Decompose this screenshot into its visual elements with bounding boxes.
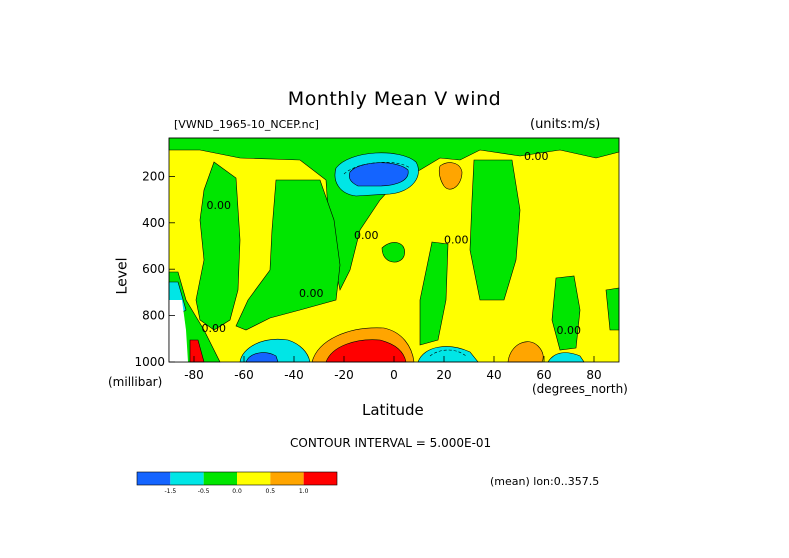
dashed-contour-1 xyxy=(343,162,411,175)
green-small-blob xyxy=(381,242,405,263)
contour-label: 0.00 xyxy=(354,229,379,242)
green-mid-left xyxy=(235,179,341,331)
green-right-column xyxy=(469,159,521,301)
contour-label: 0.00 xyxy=(202,322,227,335)
y-tick-label: 200 xyxy=(142,169,165,183)
contour-labels: 0.00 0.00 0.00 0.00 0.00 0.00 0.00 xyxy=(202,150,582,337)
colorbar-frame xyxy=(136,471,338,486)
contour-label: 0.00 xyxy=(207,199,232,212)
y-tick-label: 1000 xyxy=(134,355,165,369)
colorbar: -1.5 -0.5 0.0 0.5 1.0 xyxy=(136,471,338,495)
units-label: (units:m/s) xyxy=(530,117,601,132)
x-tick-label: 20 xyxy=(436,368,451,382)
colorbar-tick-label: -1.5 xyxy=(164,488,176,495)
x-axis-label: Latitude xyxy=(362,401,424,419)
plot-area xyxy=(168,137,620,363)
y-axis-unit: (millibar) xyxy=(108,375,163,389)
x-tick-label: 0 xyxy=(390,368,398,382)
colorbar-swatch xyxy=(303,472,337,485)
x-axis-unit: (degrees_north) xyxy=(532,382,628,396)
x-axis-ticks: -80 -60 -40 -20 0 20 40 60 80 xyxy=(184,356,602,382)
x-tick-label: -20 xyxy=(334,368,354,382)
colorbar-tick-label: 0.0 xyxy=(232,488,242,495)
y-tick-label: 400 xyxy=(142,216,165,230)
x-tick-label: 60 xyxy=(536,368,551,382)
x-tick-label: -80 xyxy=(184,368,204,382)
contour-label: 0.00 xyxy=(444,234,469,247)
cyan-lower-right xyxy=(547,352,585,363)
cyan-lower-center xyxy=(417,346,479,363)
green-right-lower xyxy=(551,275,581,351)
contour-label: 0.00 xyxy=(524,150,549,163)
x-tick-label: 40 xyxy=(486,368,501,382)
green-mid-center xyxy=(419,241,449,346)
y-axis-ticks: 200 400 600 800 1000 xyxy=(134,169,175,369)
y-tick-label: 600 xyxy=(142,262,165,276)
orange-lower-right xyxy=(507,341,544,363)
file-label: [VWND_1965-10_NCEP.nc] xyxy=(174,118,319,131)
green-left-column xyxy=(195,161,241,331)
mean-label: (mean) lon:0..357.5 xyxy=(490,475,600,488)
colorbar-tick-label: 1.0 xyxy=(299,488,309,495)
colorbar-swatch xyxy=(137,472,171,485)
red-lower-center xyxy=(325,339,407,363)
y-tick-label: 800 xyxy=(142,309,165,323)
contour-label: 0.00 xyxy=(299,287,324,300)
colorbar-swatch xyxy=(270,472,304,485)
chart-title: Monthly Mean V wind xyxy=(287,88,502,110)
colorbar-tick-label: -0.5 xyxy=(198,488,210,495)
y-axis-label: Level xyxy=(114,257,131,295)
colorbar-swatch xyxy=(170,472,204,485)
x-tick-label: -40 xyxy=(284,368,304,382)
x-tick-label: 80 xyxy=(586,368,601,382)
blue-lower-left xyxy=(245,352,279,363)
orange-upper-right xyxy=(438,162,463,190)
contour-interval-label: CONTOUR INTERVAL = 5.000E-01 xyxy=(290,436,492,450)
colorbar-tick-label: 0.5 xyxy=(266,488,276,495)
colorbar-swatch xyxy=(237,472,271,485)
x-tick-label: -60 xyxy=(234,368,254,382)
dashed-contour-2 xyxy=(429,349,467,357)
contour-label: 0.00 xyxy=(557,324,582,337)
colorbar-swatch xyxy=(203,472,237,485)
